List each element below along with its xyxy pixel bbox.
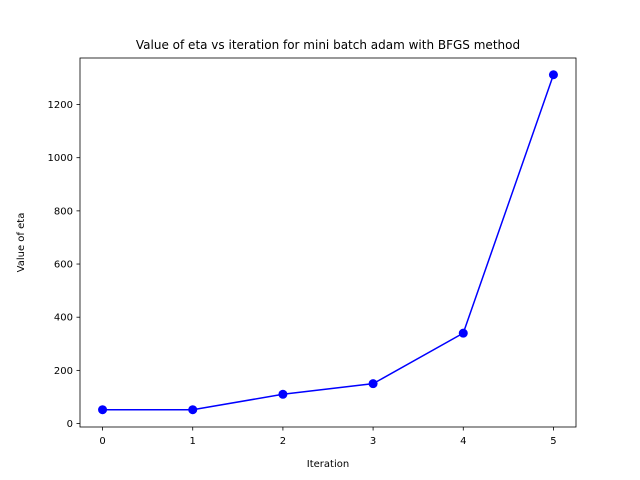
data-point: [548, 70, 558, 80]
y-tick-label: 800: [54, 206, 73, 217]
x-axis-ticks: 0 1 2 3 4 5: [99, 427, 557, 447]
chart-title: Value of eta vs iteration for mini batch…: [136, 38, 520, 52]
x-tick-label: 3: [370, 436, 376, 447]
data-point: [98, 405, 108, 415]
y-tick-label: 400: [54, 313, 73, 324]
y-tick-label: 600: [54, 260, 73, 271]
x-tick-label: 1: [190, 436, 196, 447]
plot-frame: [79, 57, 577, 428]
series-line: [102, 74, 555, 411]
series-points: [98, 70, 558, 415]
data-point: [368, 379, 378, 389]
y-tick-label: 1200: [48, 100, 73, 111]
x-tick-label: 4: [460, 436, 466, 447]
x-tick-label: 5: [550, 436, 556, 447]
y-tick-label: 1000: [48, 153, 73, 164]
y-axis-label: Value of eta: [16, 213, 27, 273]
y-axis-ticks: 0 200 400 600 800 1000 1200: [48, 100, 80, 430]
x-axis-label: Iteration: [307, 459, 349, 470]
x-tick-label: 0: [99, 436, 105, 447]
y-tick-label: 0: [67, 419, 73, 430]
x-tick-label: 2: [280, 436, 286, 447]
data-point: [188, 405, 198, 415]
plot-area: [80, 58, 576, 427]
data-point: [278, 389, 288, 399]
data-point: [458, 328, 468, 338]
y-tick-label: 200: [54, 366, 73, 377]
